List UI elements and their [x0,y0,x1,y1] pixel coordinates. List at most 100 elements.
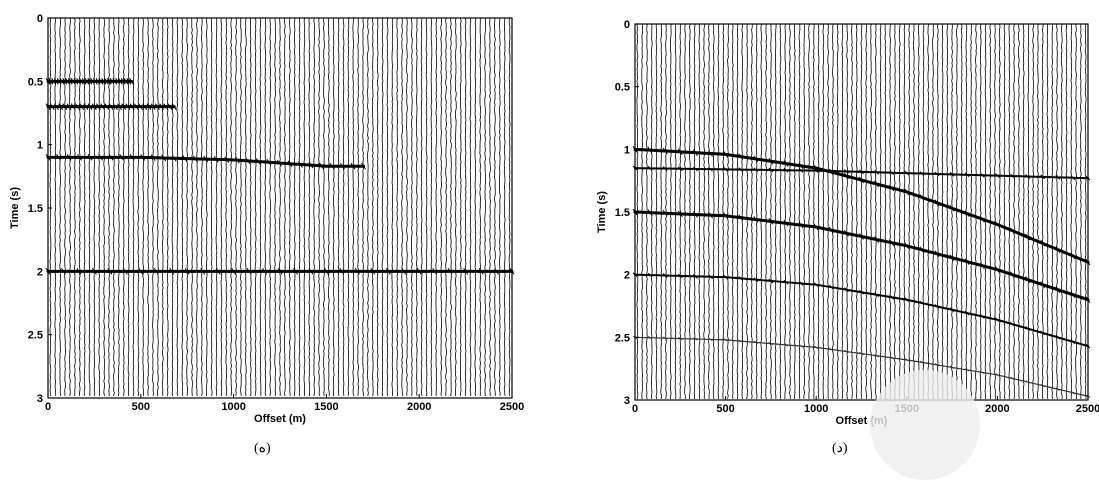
seismic-trace [503,17,506,397]
event-wavelet [171,103,177,110]
seismic-trace [832,23,834,400]
event-wavelet [287,160,293,167]
event-wavelet [370,268,376,275]
seismic-trace [98,17,101,397]
seismic-trace [898,23,901,400]
seismic-trace [750,23,753,400]
seismic-trace [327,17,330,397]
seismic-trace [269,17,272,397]
left-seismic-panel: 0 500 1000 1500 2000 2500 0 0.5 1 1.5 2 2.5 3 Offset … [9,13,524,425]
event-wavelet [150,154,156,161]
event-wavelet [919,194,925,201]
event-wavelet [647,336,653,340]
event-wavelet [73,78,79,85]
event-wavelet [1070,391,1076,395]
seismic-trace [74,17,76,397]
seismic-trace [717,23,720,400]
seismic-trace [274,17,276,397]
event-wavelet [203,155,209,163]
seismic-trace [655,23,658,400]
y-tick-label: 2.5 [615,332,630,344]
event-wavelet [1040,330,1046,336]
event-wavelet [231,268,237,275]
event-wavelet [1070,252,1076,260]
event-wavelet [949,365,955,370]
event-wavelet [949,307,955,313]
event-wavelet [647,165,653,171]
event-wavelet [385,268,391,275]
seismic-trace [323,17,325,397]
event-wavelet [319,162,324,170]
seismic-trace [357,17,360,397]
seismic-trace [406,17,408,397]
seismic-trace [1037,23,1039,400]
seismic-trace [166,17,169,397]
seismic-trace [401,17,403,397]
seismic-trace [693,23,696,400]
seismic-trace [420,17,423,397]
seismic-trace [1032,23,1035,400]
seismic-trace [851,23,853,400]
event-wavelet [662,166,668,171]
seismic-trace [64,17,66,396]
seismic-trace [508,17,511,397]
event-wavelet [340,162,345,170]
event-wavelet [234,156,240,164]
seismic-trace [279,17,281,397]
seismic-trace [254,17,257,397]
event-wavelet [81,78,87,85]
seismic-trace [210,17,213,397]
event-wavelet [1040,383,1045,388]
event-wavelet [108,154,114,161]
seismic-trace [303,17,306,397]
event-wavelet [783,279,789,285]
x-tick-label: 1500 [314,401,338,413]
event-wavelet [677,148,683,156]
event-wavelet [1040,240,1046,247]
event-wavelet [783,167,789,173]
y-tick-label: 0 [624,19,630,31]
event-wavelet [723,338,728,342]
seismic-trace [703,23,705,400]
event-wavelet [123,78,129,85]
event-wavelet [738,167,744,172]
seismic-trace [435,17,438,397]
event-wavelet [708,150,713,157]
event-wavelet [904,170,910,176]
seismic-trace [367,17,369,397]
event-wavelet [889,184,895,192]
event-wavelet [66,103,72,110]
event-wavelet [949,254,955,262]
y-tick-label: 1.5 [28,203,43,215]
seismic-trace [1003,23,1006,400]
seismic-trace [240,17,242,397]
seismic-trace [352,17,355,397]
event-wavelet [859,233,864,240]
seismic-trace [712,23,715,400]
event-wavelet [62,78,68,85]
y-tick-label: 0 [37,13,43,25]
y-tick-label: 1 [624,144,630,156]
event-wavelet [1040,174,1046,180]
y-tick-label: 2 [37,266,43,278]
event-wavelet [1040,281,1046,288]
event-wavelet [1070,291,1076,298]
event-wavelet [859,289,864,295]
event-wavelet [115,78,121,85]
event-wavelet [904,188,910,196]
seismic-trace [789,23,791,400]
event-wavelet [246,268,252,275]
seismic-trace [646,23,648,400]
seismic-trace [1060,23,1063,400]
seismic-trace [459,17,462,397]
seismic-trace [975,23,977,400]
seismic-trace [103,17,106,397]
event-wavelet [662,273,668,278]
seismic-trace [181,17,184,397]
seismic-trace [450,17,452,397]
event-wavelet [308,161,314,169]
event-wavelet [92,78,98,85]
event-wavelet [65,78,70,85]
seismic-trace [259,17,262,397]
event-wavelet [266,158,272,166]
